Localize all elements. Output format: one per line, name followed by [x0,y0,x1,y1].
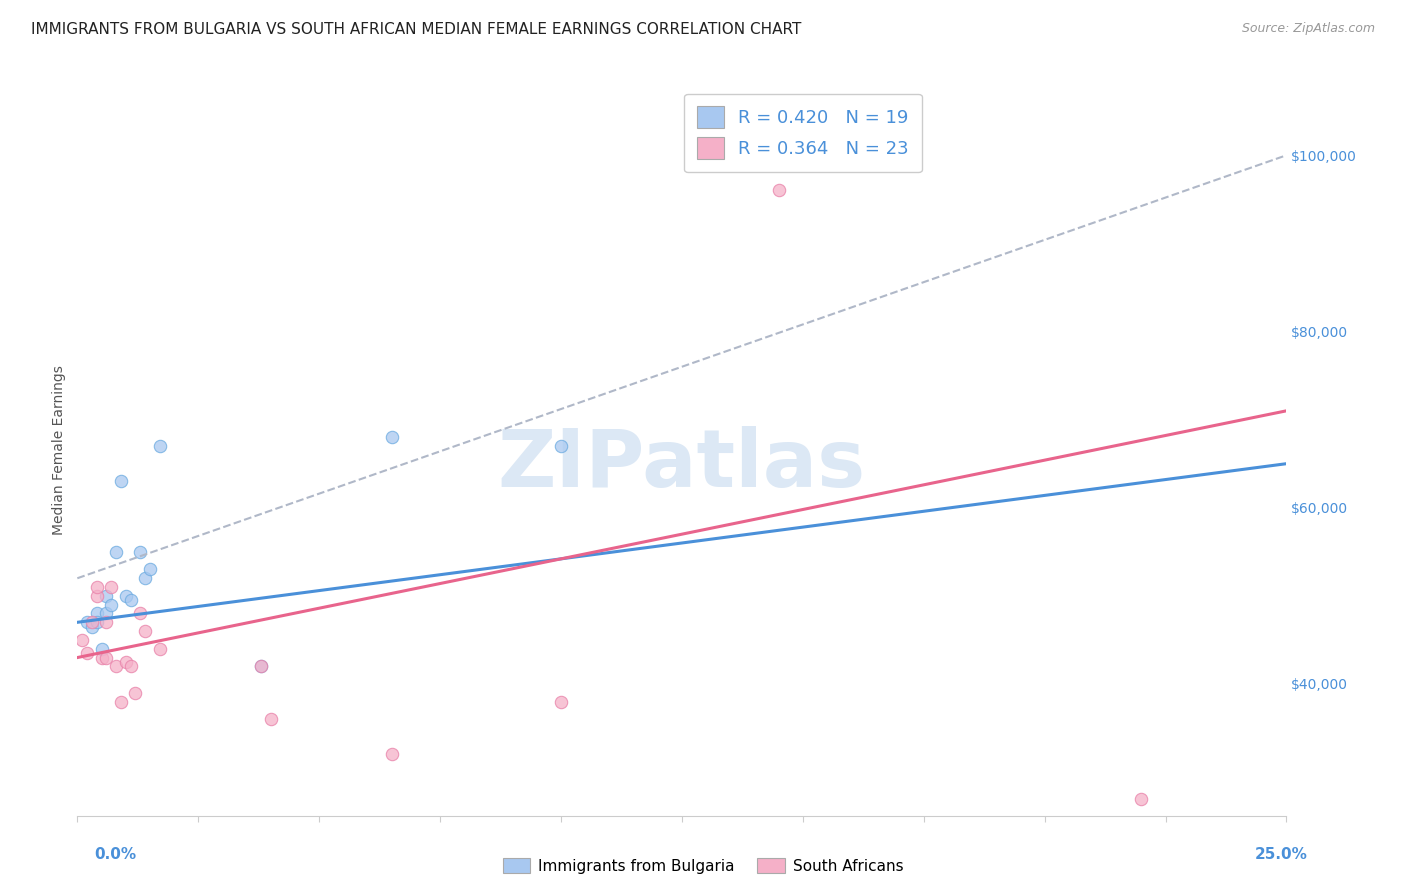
Point [86,589,108,603]
Point [110,695,132,709]
Point [250,659,273,673]
Point [80,615,103,630]
Point [100,598,122,612]
Point [148,641,170,656]
Point [1130,791,1153,805]
Point [381,430,404,444]
Point [129,545,152,559]
Point [120,593,142,607]
Point [134,571,156,585]
Text: 25.0%: 25.0% [1254,847,1308,862]
Point [134,624,156,639]
Point [80,620,103,634]
Text: IMMIGRANTS FROM BULGARIA VS SOUTH AFRICAN MEDIAN FEMALE EARNINGS CORRELATION CHA: IMMIGRANTS FROM BULGARIA VS SOUTH AFRICA… [31,22,801,37]
Point [86,607,108,621]
Legend: Immigrants from Bulgaria, South Africans: Immigrants from Bulgaria, South Africans [496,852,910,880]
Point [70,632,93,647]
Y-axis label: Median Female Earnings: Median Female Earnings [52,366,66,535]
Point [96,589,118,603]
Text: 0.0%: 0.0% [94,847,136,862]
Text: ZIPatlas: ZIPatlas [498,426,866,504]
Point [76,615,98,630]
Point [550,439,572,453]
Point [129,607,152,621]
Point [86,580,108,594]
Legend: R = 0.420   N = 19, R = 0.364   N = 23: R = 0.420 N = 19, R = 0.364 N = 23 [685,94,921,172]
Point [148,439,170,453]
Point [550,695,572,709]
Point [96,650,118,665]
Text: Source: ZipAtlas.com: Source: ZipAtlas.com [1241,22,1375,36]
Point [100,580,122,594]
Point [96,607,118,621]
Point [250,659,273,673]
Point [768,184,790,198]
Point [110,475,132,489]
Point [114,655,136,669]
Point [381,747,404,762]
Point [260,712,283,726]
Point [90,641,112,656]
Point [76,646,98,660]
Point [90,650,112,665]
Point [120,659,142,673]
Point [96,615,118,630]
Point [105,659,128,673]
Point [105,545,128,559]
Point [124,686,146,700]
Point [114,589,136,603]
Point [139,562,162,576]
Point [86,615,108,630]
